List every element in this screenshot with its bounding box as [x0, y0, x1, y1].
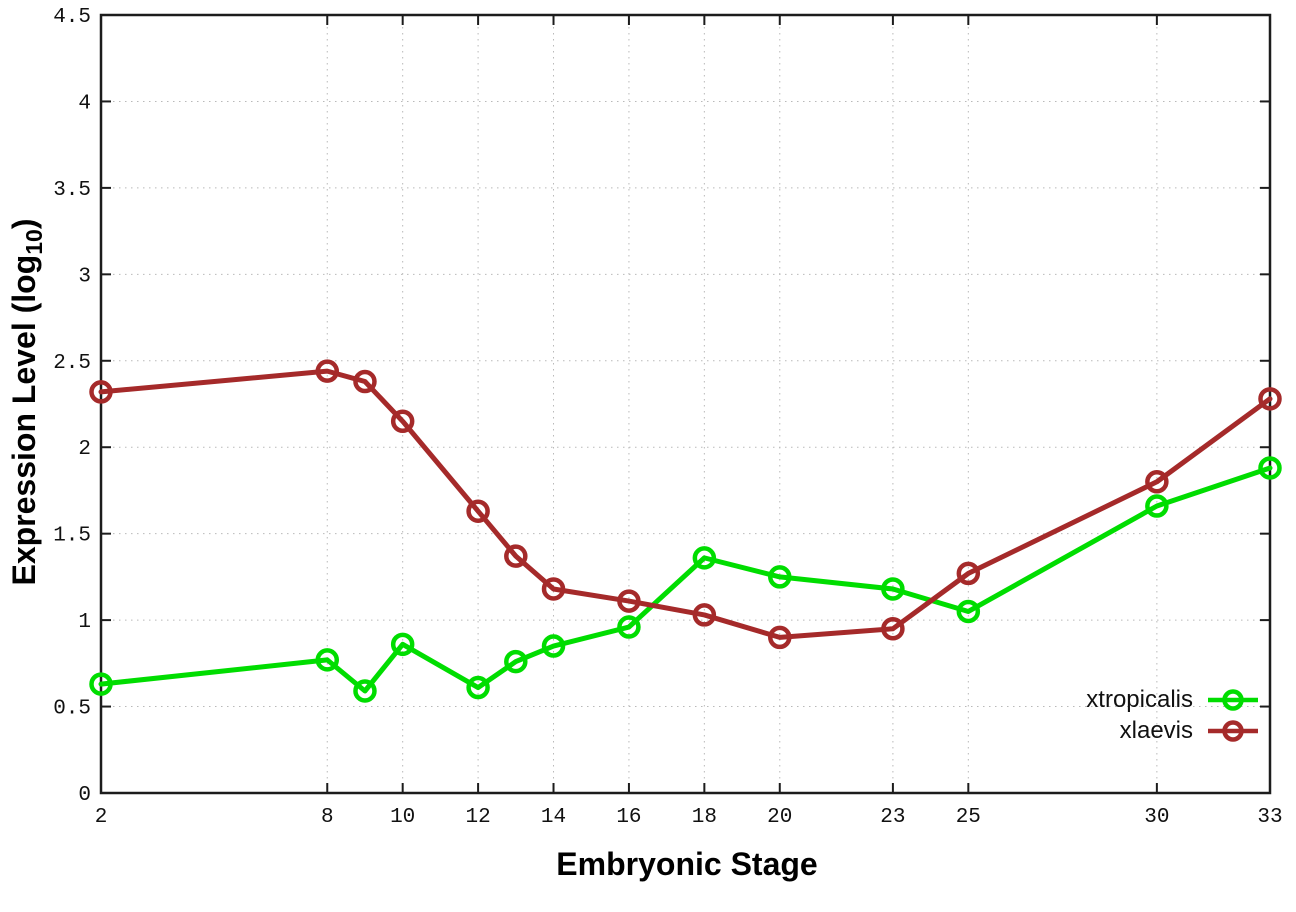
data-point-xtropicalis — [353, 679, 377, 703]
data-point-xtropicalis — [956, 599, 981, 624]
data-point-xtropicalis — [541, 634, 566, 658]
data-point-xtropicalis — [504, 649, 528, 674]
data-point-xtropicalis — [617, 615, 641, 639]
data-point-xtropicalis — [89, 672, 113, 696]
y-tick-label: 2 — [78, 438, 91, 461]
x-axis-title: Embryonic Stage — [556, 846, 818, 882]
legend-label: xlaevis — [1119, 716, 1193, 744]
x-tick-label: 16 — [616, 806, 641, 829]
legend-line-sample-icon — [1208, 688, 1258, 711]
series-line-xlaevis — [98, 368, 1273, 640]
data-point-xlaevis — [390, 409, 415, 434]
x-tick-label: 8 — [321, 806, 334, 829]
data-point-xlaevis — [89, 380, 113, 404]
x-tick-label: 18 — [692, 806, 717, 829]
y-axis-title-subscript: 10 — [21, 229, 48, 255]
data-point-xlaevis — [466, 499, 490, 523]
x-tick-label: 30 — [1144, 806, 1169, 829]
y-tick-label: 4.5 — [53, 6, 91, 29]
data-point-xtropicalis — [390, 632, 415, 657]
x-tick-label: 33 — [1257, 806, 1282, 829]
data-point-xlaevis — [692, 603, 717, 627]
data-point-xtropicalis — [692, 546, 717, 570]
y-tick-label: 3.5 — [53, 179, 91, 202]
data-point-xlaevis — [956, 561, 981, 586]
y-tick-label: 0 — [78, 784, 91, 807]
y-tick-label: 2.5 — [53, 352, 91, 375]
legend-label: xtropicalis — [1086, 685, 1193, 713]
x-tick-label: 25 — [956, 806, 981, 829]
x-tick-label: 2 — [95, 806, 108, 829]
data-point-xlaevis — [315, 359, 340, 383]
data-point-xlaevis — [768, 625, 792, 650]
data-point-xtropicalis — [466, 675, 490, 700]
y-axis-title: Expression Level (log10) — [6, 218, 48, 585]
data-point-xlaevis — [353, 369, 377, 394]
y-tick-label: 0.5 — [53, 698, 91, 721]
data-point-xtropicalis — [1145, 494, 1169, 518]
data-point-xtropicalis — [1258, 456, 1282, 480]
legend-row-xtropicalis: xtropicalis — [1086, 684, 1260, 715]
y-axis-title-text: Expression Level (log — [5, 254, 42, 586]
x-tick-label: 12 — [465, 806, 490, 829]
data-point-xtropicalis — [768, 565, 792, 589]
data-point-xlaevis — [1258, 387, 1282, 411]
y-axis-title-suffix: ) — [5, 218, 42, 230]
series-line-xtropicalis — [98, 465, 1273, 694]
legend: xtropicalis xlaevis — [1086, 684, 1260, 746]
data-point-xlaevis — [541, 577, 566, 601]
y-tick-label: 4 — [78, 92, 91, 115]
data-point-xtropicalis — [315, 648, 340, 672]
data-point-xlaevis — [504, 544, 528, 568]
y-tick-label: 3 — [78, 265, 91, 288]
x-tick-label: 20 — [767, 806, 792, 829]
x-tick-label: 14 — [541, 806, 566, 829]
data-point-xlaevis — [881, 617, 905, 641]
plot-border — [99, 13, 1272, 795]
legend-row-xlaevis: xlaevis — [1086, 715, 1260, 746]
y-tick-label: 1 — [78, 611, 91, 634]
data-point-xlaevis — [1145, 470, 1169, 494]
legend-line-sample-icon — [1208, 719, 1258, 742]
data-point-xlaevis — [617, 589, 641, 613]
y-tick-label: 1.5 — [53, 525, 91, 548]
x-tick-label: 23 — [880, 806, 905, 829]
x-tick-label: 10 — [390, 806, 415, 829]
data-point-xtropicalis — [881, 577, 905, 601]
